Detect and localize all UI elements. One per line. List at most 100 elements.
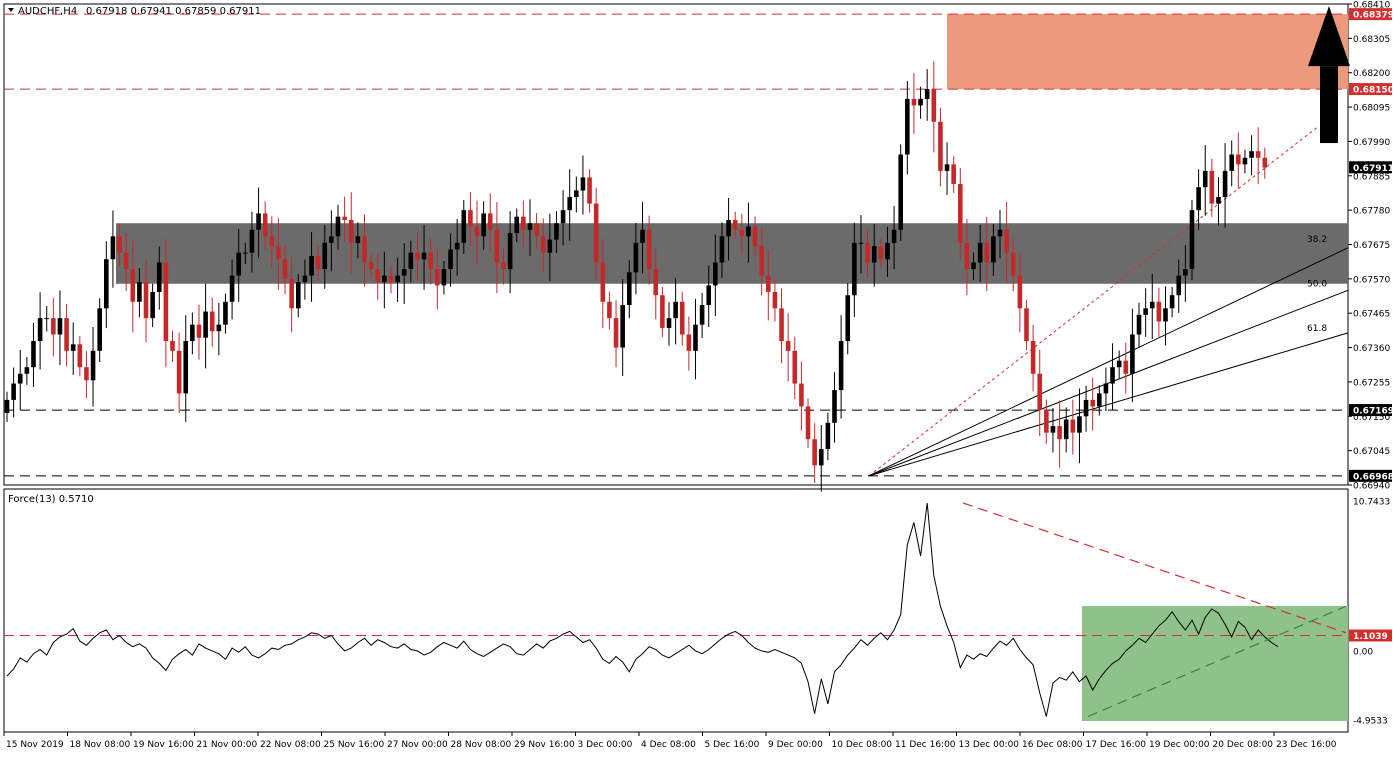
fib-fan-label-0: 38.2 [1307, 235, 1327, 245]
candle-body [104, 259, 109, 309]
candle-body [395, 275, 400, 283]
candle [706, 265, 712, 327]
candle-body [1163, 308, 1168, 322]
candle [1229, 140, 1234, 187]
candle [1070, 399, 1076, 455]
symbol-header[interactable]: AUDCHF,H4 0.67918 0.67941 0.67859 0.6791… [8, 6, 261, 17]
candle-body [785, 341, 791, 351]
time-tick-label: 3 Dec 00:00 [578, 740, 633, 750]
candle-body [1103, 383, 1109, 394]
candle [276, 218, 281, 290]
candle [183, 315, 189, 422]
level-tag-label: 0.66968 [1353, 472, 1394, 482]
candle [302, 259, 308, 300]
time-tick-label: 25 Nov 16:00 [324, 740, 385, 750]
candle [11, 367, 16, 418]
dropdown-triangle-icon[interactable] [8, 8, 14, 12]
candle-body [1024, 308, 1029, 342]
candle-body [686, 334, 692, 351]
candle-body [1222, 170, 1228, 198]
candle-body [1090, 399, 1095, 407]
candle-body [944, 164, 950, 171]
candle [203, 283, 208, 369]
price-tick-label: 0.67990 [1353, 138, 1390, 148]
candle [739, 213, 745, 254]
candle [772, 279, 778, 322]
candle-body [137, 282, 142, 302]
candle [236, 228, 241, 302]
time-tick-label: 15 Nov 2019 [6, 740, 64, 750]
candle [461, 199, 467, 255]
candle-body [799, 383, 804, 407]
time-tick-label: 22 Nov 08:00 [260, 740, 321, 750]
candle [1116, 350, 1122, 379]
candle-body [1176, 275, 1182, 296]
candle-body [1057, 426, 1062, 440]
candle-body [110, 236, 116, 260]
candle-body [262, 213, 268, 237]
price-tick-label: 0.67885 [1353, 172, 1390, 182]
candle [719, 222, 725, 278]
candle [4, 391, 10, 423]
candle-body [547, 239, 553, 253]
candle [713, 234, 718, 316]
candle-body [1249, 151, 1254, 158]
candle [170, 330, 175, 363]
candle-body [150, 291, 155, 319]
time-tick-label: 27 Nov 00:00 [387, 740, 448, 750]
candle [766, 249, 771, 321]
candle [1216, 177, 1221, 226]
candle [335, 204, 341, 250]
candle [977, 224, 983, 283]
candle [984, 217, 990, 291]
candle-body [435, 269, 440, 286]
candle [1017, 253, 1023, 333]
time-tick-label: 28 Nov 08:00 [451, 740, 512, 750]
candle-body [130, 269, 136, 302]
candle [249, 211, 255, 273]
candle-body [209, 311, 215, 332]
candle [1176, 259, 1182, 313]
candle-body [574, 190, 579, 198]
candle-body [1116, 360, 1122, 368]
force-indicator-title: Force(13) 0.5710 [8, 494, 94, 505]
candle [1077, 388, 1082, 464]
candle [256, 187, 261, 259]
candle-body [408, 252, 414, 270]
candle [534, 213, 539, 248]
time-tick-label: 21 Nov 00:00 [197, 740, 258, 750]
candle [494, 201, 500, 294]
candle [382, 251, 387, 309]
level-tag [1349, 469, 1392, 482]
candle [44, 306, 50, 332]
candle [209, 297, 215, 347]
candle [1143, 288, 1148, 337]
candle [1156, 287, 1162, 337]
candle-body [1123, 360, 1129, 374]
candle [792, 336, 798, 400]
candle-body [1130, 334, 1135, 374]
price-tick-label: 0.68095 [1353, 104, 1390, 114]
candle-body [37, 318, 43, 342]
candle [137, 268, 142, 318]
candle [123, 232, 129, 291]
candle-body [746, 226, 751, 237]
candle [77, 336, 83, 377]
candle [924, 69, 930, 121]
candle-body [521, 216, 526, 230]
candle-body [77, 344, 83, 368]
candle-body [97, 308, 102, 351]
candle-body [977, 242, 983, 263]
candle [891, 205, 897, 270]
candle [746, 202, 751, 263]
candle [686, 316, 692, 371]
candle [1097, 385, 1102, 416]
candle [600, 238, 606, 329]
time-tick-label: 29 Nov 16:00 [514, 740, 575, 750]
candle-body [487, 213, 493, 230]
candle [693, 298, 698, 380]
candle [355, 222, 361, 259]
price-tick-label: 0.68200 [1353, 69, 1390, 79]
candle [117, 224, 122, 266]
